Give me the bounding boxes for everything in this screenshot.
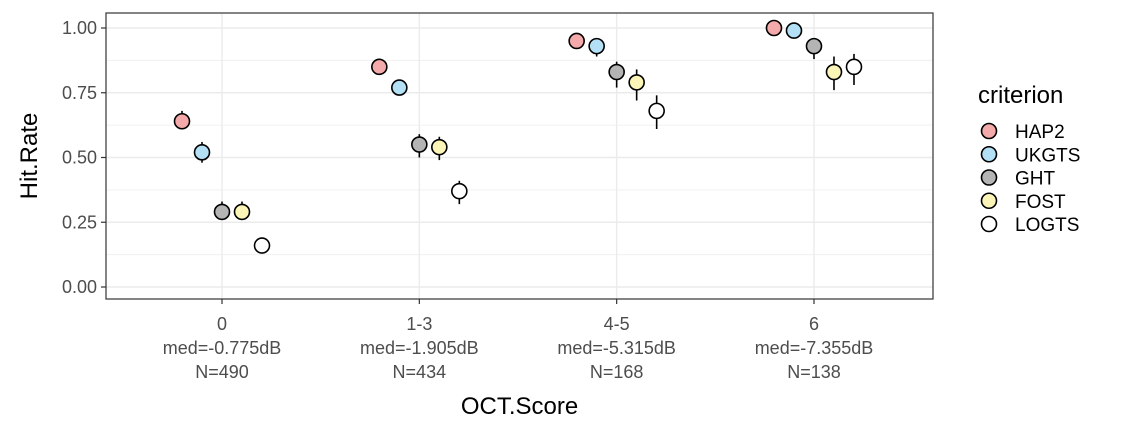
data-point [825, 63, 843, 81]
data-point [648, 102, 665, 120]
legend-label: LOGTS [1015, 215, 1079, 236]
legend-label: GHT [1015, 169, 1056, 190]
error-bars [181, 28, 855, 254]
data-point [233, 203, 251, 221]
y-axis-title: Hit.Rate [16, 113, 43, 200]
data-point [371, 58, 388, 76]
data-point [411, 136, 428, 153]
x-tick-label: N=138 [787, 362, 841, 382]
data-point [568, 32, 585, 50]
legend-key [980, 192, 998, 210]
x-tick-label: N=168 [590, 362, 644, 382]
legend-key [980, 122, 998, 140]
x-axis-title: OCT.Score [461, 393, 578, 420]
legend-key [980, 169, 998, 186]
data-point [213, 203, 231, 221]
x-tick-label: med=-0.775dB [163, 338, 282, 358]
x-axis: 0 med=-0.775dB N=490 1-3 med=-1.905dB N=434 4-… [163, 299, 874, 382]
panel-border [105, 12, 934, 300]
data-point [173, 112, 191, 130]
data-point [253, 237, 271, 254]
legend-label: HAP2 [1015, 122, 1065, 143]
legend-key [980, 215, 998, 233]
data-point [805, 37, 823, 55]
x-tick-label: N=490 [195, 362, 249, 382]
x-tick-label: med=-7.355dB [755, 338, 874, 358]
y-tick-label: 0.00 [62, 277, 97, 297]
legend-label: FOST [1015, 192, 1066, 213]
data-point [785, 22, 803, 39]
data-point [588, 37, 605, 55]
y-tick-label: 0.25 [62, 212, 97, 232]
data-point [431, 138, 448, 156]
x-tick-label: 6 [809, 314, 819, 334]
x-tick-label: med=-5.315dB [557, 338, 676, 358]
legend-label: UKGTS [1015, 145, 1080, 166]
x-tick-label: 4-5 [604, 314, 630, 334]
legend-title: criterion [978, 82, 1063, 109]
legend-key [980, 145, 998, 163]
y-tick-label: 1.00 [62, 18, 97, 38]
y-tick-label: 0.75 [62, 83, 97, 103]
grid [106, 13, 933, 299]
x-tick-label: 1-3 [406, 314, 432, 334]
data-point [628, 74, 645, 91]
data-points [173, 19, 863, 254]
data-point [391, 79, 408, 96]
data-point [845, 58, 863, 76]
x-tick-label: N=434 [393, 362, 447, 382]
data-point [608, 63, 625, 81]
data-point [451, 182, 468, 200]
x-tick-label: 0 [217, 314, 227, 334]
data-point [765, 19, 783, 37]
data-point [193, 144, 211, 161]
x-tick-label: med=-1.905dB [360, 338, 479, 358]
y-tick-label: 0.50 [62, 148, 97, 168]
y-axis: 0.00 0.25 0.50 0.75 1.00 [62, 18, 106, 297]
